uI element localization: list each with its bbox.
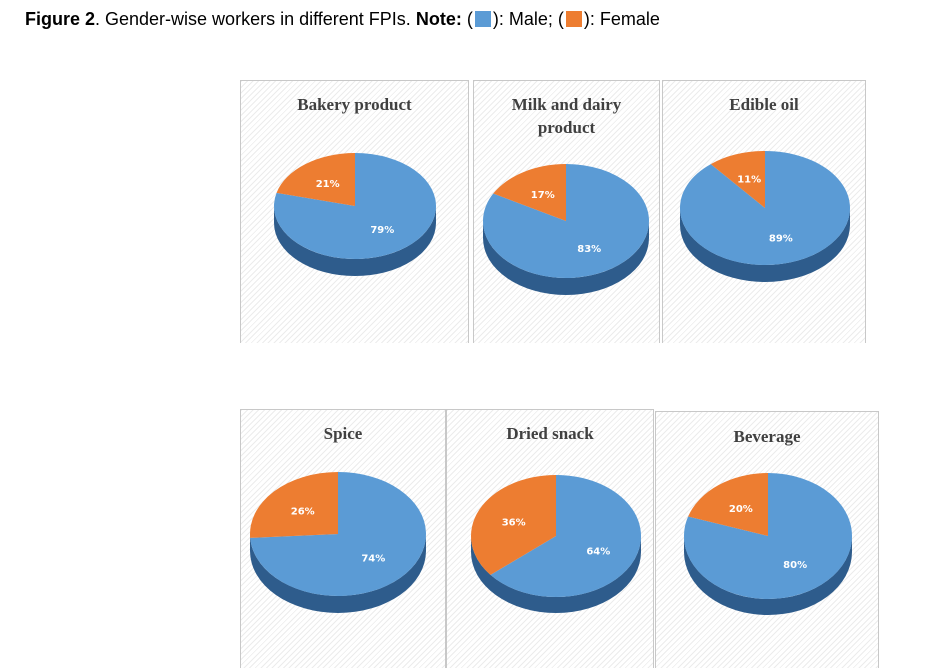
- caption-text: . Gender-wise workers in different FPIs.: [95, 9, 411, 29]
- pie-slice-male: [250, 472, 426, 596]
- pie-chart-milk: 83% 17%: [483, 164, 649, 295]
- pie-label-female: 21%: [316, 179, 340, 190]
- chart-title: Edible oil: [729, 95, 799, 114]
- pie-slice-male: [490, 475, 641, 597]
- pie-chart-edible-oil: 89% 11%: [680, 151, 850, 282]
- pie-label-male: 64%: [586, 546, 610, 557]
- pie-label-female: 26%: [291, 507, 315, 518]
- pie-chart-beverage: 80% 20%: [684, 473, 852, 615]
- pie-label-male: 89%: [769, 233, 793, 244]
- pie-side: [684, 536, 852, 615]
- chart-title: Spice: [323, 424, 363, 443]
- male-legend-swatch: [474, 11, 491, 27]
- pie-slice-female: [276, 153, 355, 206]
- pie-side: [471, 536, 641, 613]
- pie-label-female: 20%: [729, 504, 753, 515]
- open-paren-male: (: [466, 9, 473, 29]
- pie-side: [274, 206, 436, 276]
- female-legend-swatch: [565, 11, 582, 27]
- pie-label-female: 17%: [531, 190, 555, 201]
- chart-panel-beverage: Beverage 80% 20%: [655, 411, 879, 668]
- figure-label: Figure 2: [25, 9, 96, 29]
- chart-title: Dried snack: [506, 424, 594, 443]
- chart-panel-dried-snack: Dried snack 64% 36%: [446, 409, 654, 668]
- pie-side: [250, 534, 426, 613]
- pie-label-female: 36%: [502, 518, 526, 529]
- note-label: Note:: [415, 9, 462, 29]
- pie-label-male: 79%: [370, 225, 394, 236]
- chart-title: Bakery product: [297, 95, 412, 114]
- pie-slice-female: [710, 151, 765, 208]
- pie-label-male: 83%: [577, 244, 601, 255]
- figure-caption: Figure 2. Gender-wise workers in differe…: [25, 9, 660, 30]
- male-legend-text: ): Male; (: [492, 9, 564, 29]
- pie-slice-female: [493, 164, 566, 221]
- pie-chart-dried-snack: 64% 36%: [471, 475, 641, 613]
- pie-side: [483, 221, 649, 295]
- chart-panel-edible-oil: Edible oil 89% 11%: [662, 80, 866, 343]
- pie-slice-female: [688, 473, 768, 536]
- pie-label-male: 74%: [361, 553, 385, 564]
- pie-chart-spice: 74% 26%: [250, 472, 426, 613]
- female-legend-text: ): Female: [583, 9, 660, 29]
- chart-panel-bakery: Bakery product 79% 21%: [240, 80, 469, 343]
- chart-panel-milk: Milk and dairy product 83% 17%: [473, 80, 660, 343]
- pie-chart-bakery: 79% 21%: [274, 153, 436, 276]
- pie-side: [680, 208, 850, 282]
- pie-label-female: 11%: [737, 175, 761, 186]
- chart-panel-spice: Spice 74% 26%: [240, 409, 446, 668]
- chart-title: Beverage: [733, 427, 801, 446]
- pie-slice-female: [250, 472, 338, 538]
- pie-slice-female: [471, 475, 556, 575]
- pie-label-male: 80%: [783, 560, 807, 571]
- chart-title: Milk and dairy product: [511, 95, 622, 137]
